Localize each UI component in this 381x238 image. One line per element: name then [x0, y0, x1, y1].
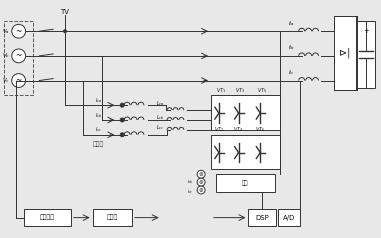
Text: $I_{ca}$: $I_{ca}$: [95, 96, 102, 105]
Circle shape: [197, 170, 205, 178]
Text: $VT_1$: $VT_1$: [216, 86, 226, 95]
Text: $V_a$: $V_a$: [2, 27, 10, 36]
Text: $I_{cb}$: $I_{cb}$: [187, 178, 193, 186]
Text: $VT_6$: $VT_6$: [255, 125, 266, 134]
Text: ~: ~: [16, 27, 22, 36]
Text: $L_{cb}$: $L_{cb}$: [156, 114, 165, 123]
Text: 滯環: 滯環: [242, 180, 249, 186]
Text: $VT_3$: $VT_3$: [235, 86, 246, 95]
Text: ⊳|: ⊳|: [339, 48, 351, 58]
Text: ⊗: ⊗: [199, 180, 203, 185]
Text: ~: ~: [16, 51, 22, 60]
Text: ~: ~: [16, 76, 22, 85]
Bar: [211, 135, 280, 169]
Text: $I_{cb}$: $I_{cb}$: [95, 111, 102, 119]
Text: $VT_4$: $VT_4$: [234, 125, 244, 134]
Bar: [216, 174, 275, 192]
Bar: [334, 16, 356, 90]
Text: $I_{cc}$: $I_{cc}$: [95, 125, 102, 134]
Text: A/D: A/D: [283, 215, 295, 221]
Text: $V_c$: $V_c$: [2, 76, 10, 85]
Bar: [93, 209, 132, 227]
Text: $VT_5$: $VT_5$: [257, 86, 267, 95]
Circle shape: [64, 30, 67, 33]
Bar: [24, 209, 71, 227]
Circle shape: [12, 49, 26, 63]
Text: TV: TV: [61, 9, 69, 15]
Text: ⊗: ⊗: [199, 172, 203, 177]
Text: 繼電器: 繼電器: [93, 142, 104, 147]
Circle shape: [12, 24, 26, 38]
Bar: [357, 21, 375, 89]
Circle shape: [120, 133, 124, 137]
Bar: [248, 209, 276, 227]
Text: $I_{la}$: $I_{la}$: [288, 19, 295, 28]
Text: 鎖相環: 鎖相環: [107, 215, 118, 220]
Bar: [211, 95, 280, 130]
Circle shape: [12, 74, 26, 87]
Circle shape: [120, 103, 124, 107]
Text: $VT_2$: $VT_2$: [214, 125, 224, 134]
Text: $I_{lb}$: $I_{lb}$: [288, 44, 295, 52]
Text: DSP: DSP: [255, 215, 269, 221]
Text: $I_{cc}$: $I_{cc}$: [187, 188, 193, 196]
Text: $I_{lc}$: $I_{lc}$: [288, 68, 295, 77]
Bar: [278, 209, 300, 227]
Text: 過零檢測: 過零檢測: [40, 215, 55, 220]
Text: $L_{ca}$: $L_{ca}$: [156, 99, 165, 108]
Circle shape: [197, 186, 205, 194]
Text: +: +: [363, 28, 369, 34]
Circle shape: [120, 118, 124, 122]
Text: ⊗: ⊗: [199, 188, 203, 193]
Circle shape: [197, 178, 205, 186]
Text: $L_{cc}$: $L_{cc}$: [156, 124, 165, 132]
Text: $V_b$: $V_b$: [2, 51, 10, 60]
